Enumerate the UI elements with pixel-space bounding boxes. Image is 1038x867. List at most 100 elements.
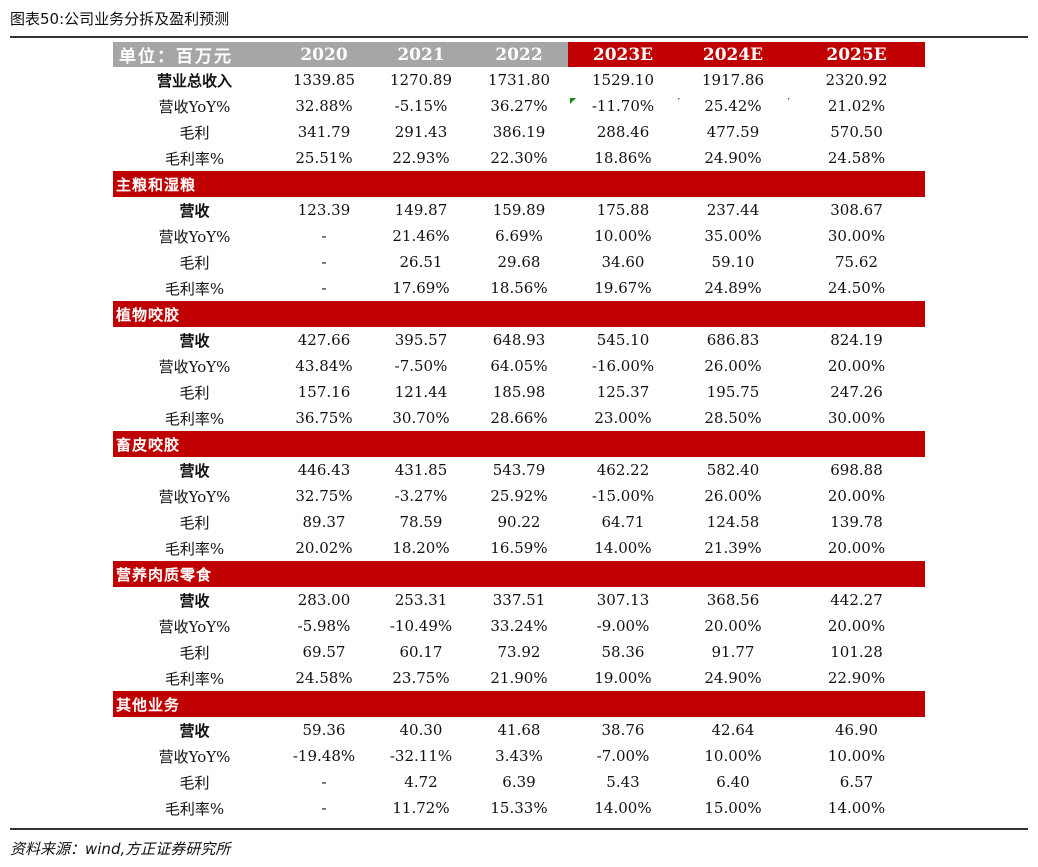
table-cell: 341.79	[276, 119, 372, 145]
cell-value: 20.02%	[295, 539, 353, 557]
cell-value: 283.00	[297, 591, 351, 609]
table-cell: 43.84%	[276, 353, 372, 379]
table-cell: 253.31	[372, 587, 470, 613]
cell-value: 149.87	[394, 201, 448, 219]
table-cell: 125.37	[568, 379, 678, 405]
source-note: 资料来源：wind,方正证券研究所	[10, 840, 231, 858]
table-cell: 36.75%	[276, 405, 372, 431]
section-header-row: 植物咬胶	[113, 301, 925, 327]
cell-value: 21.90%	[490, 669, 548, 687]
cell-value: 78.59	[399, 513, 443, 531]
year-header: 2021	[372, 42, 470, 67]
table-row: 毛利率% 25.51% 22.93% 22.30% 18.86% 24.90% 24.58%	[113, 145, 925, 171]
cell-value: 185.98	[492, 383, 546, 401]
row-label: 营收YoY%	[158, 227, 231, 246]
table-cell: 247.26	[788, 379, 925, 405]
cell-value: 17.69%	[392, 279, 450, 297]
row-label: 毛利率%	[164, 149, 225, 168]
row-label: 毛利率%	[164, 799, 225, 818]
table-cell: -15.00%	[568, 483, 678, 509]
table-cell: 24.89%	[678, 275, 788, 301]
table-cell: 446.43	[276, 457, 372, 483]
cell-value: 337.51	[492, 591, 546, 609]
cell-value: 28.66%	[490, 409, 548, 427]
table-cell: 10.00%	[568, 223, 678, 249]
table-cell: 462.22	[568, 457, 678, 483]
table-cell: 41.68	[470, 717, 568, 743]
table-row: 毛利率% 36.75% 30.70% 28.66% 23.00% 28.50% 30.00%	[113, 405, 925, 431]
table-row: 营收YoY% 43.84% -7.50% 64.05% -16.00% 26.00% 20.…	[113, 353, 925, 379]
row-label: 营业总收入	[156, 71, 232, 90]
top-rule	[10, 36, 1028, 38]
cell-value: 5.43	[606, 773, 640, 791]
cell-value: 18.86%	[594, 149, 652, 167]
year-header: 2020	[276, 42, 372, 67]
table-cell: 477.59	[678, 119, 788, 145]
table-cell: 32.88%	[276, 93, 372, 119]
cell-value: 14.00%	[594, 799, 652, 817]
table-cell: 1731.80	[470, 67, 568, 93]
cell-value: 10.00%	[594, 227, 652, 245]
table-cell: -	[276, 795, 372, 821]
table-cell: 2320.92	[788, 67, 925, 93]
cell-value: 22.90%	[827, 669, 886, 687]
table-cell: 15.00%	[678, 795, 788, 821]
table-cell: 6.39	[470, 769, 568, 795]
table-cell: 24.90%	[678, 665, 788, 691]
cell-value: 58.36	[601, 643, 645, 661]
table-cell: 22.90%	[788, 665, 925, 691]
table-cell: 10.00%	[678, 743, 788, 769]
table-cell: 570.50	[788, 119, 925, 145]
cell-value: 38.76	[601, 721, 645, 739]
table-cell: 101.28	[788, 639, 925, 665]
cell-value: -5.98%	[297, 617, 351, 635]
table-cell: 442.27	[788, 587, 925, 613]
table-cell: 337.51	[470, 587, 568, 613]
table-cell: 1917.86	[678, 67, 788, 93]
table-cell: 14.00%	[788, 795, 925, 821]
unit-header: 单位：百万元	[113, 42, 276, 67]
table-cell: 25.42%	[678, 93, 788, 119]
table-cell: 3.43%	[470, 743, 568, 769]
table-cell: 16.59%	[470, 535, 568, 561]
cell-value: 35.00%	[704, 227, 762, 245]
cell-value: 16.59%	[490, 539, 548, 557]
row-label: 毛利	[179, 773, 210, 792]
cell-value: 14.00%	[827, 799, 886, 817]
table-cell: 75.62	[788, 249, 925, 275]
cell-value: 21.46%	[392, 227, 450, 245]
table-cell: -	[276, 769, 372, 795]
table-header-row: 单位：百万元 2020 2021 2022 2023E 2024E 2025E	[113, 42, 925, 67]
table-cell: -3.27%	[372, 483, 470, 509]
table-cell: 59.10	[678, 249, 788, 275]
table-cell: 19.67%	[568, 275, 678, 301]
table-cell: 283.00	[276, 587, 372, 613]
table-cell: -7.50%	[372, 353, 470, 379]
table-cell: 18.20%	[372, 535, 470, 561]
cell-value: 34.60	[601, 253, 645, 271]
cell-value: 124.58	[706, 513, 760, 531]
cell-value: 159.89	[492, 201, 546, 219]
table-cell: 157.16	[276, 379, 372, 405]
table-cell: 35.00%	[678, 223, 788, 249]
section-title: 主粮和湿粮	[113, 171, 925, 197]
cell-value: 686.83	[706, 331, 760, 349]
row-label: 营收	[179, 201, 210, 220]
table-cell: 124.58	[678, 509, 788, 535]
cell-value: 59.36	[302, 721, 346, 739]
cell-value: 308.67	[830, 201, 883, 219]
table-cell: 5.43	[568, 769, 678, 795]
cell-value: 477.59	[706, 123, 760, 141]
table-cell: 36.27%	[470, 93, 568, 119]
table-cell: 20.00%	[788, 353, 925, 379]
cell-value: 121.44	[394, 383, 448, 401]
cell-value: 341.79	[297, 123, 351, 141]
cell-value: 23.75%	[392, 669, 450, 687]
cell-value: 19.67%	[594, 279, 652, 297]
table-cell: 21.02%	[788, 93, 925, 119]
table-cell: 368.56	[678, 587, 788, 613]
table-cell: 6.40	[678, 769, 788, 795]
cell-value: 698.88	[830, 461, 883, 479]
cell-value: 23.00%	[594, 409, 652, 427]
forecast-year-header: 2023E	[568, 42, 678, 67]
